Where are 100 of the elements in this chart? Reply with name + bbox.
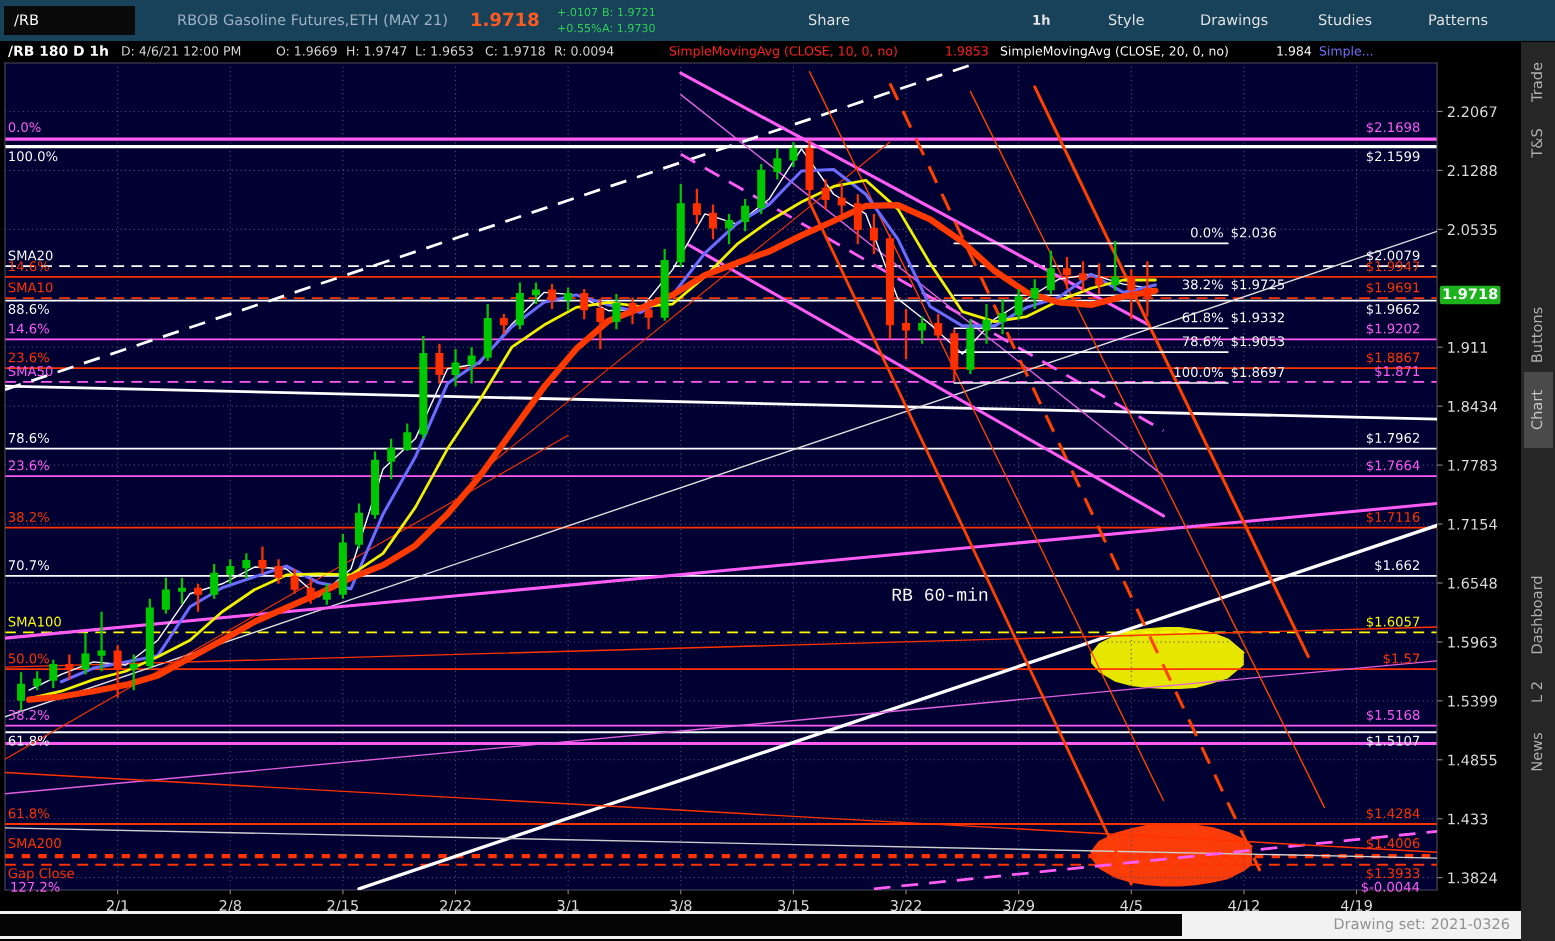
annotation: 127.2% (11, 881, 60, 892)
annotation: $1.9332 (1231, 312, 1284, 325)
y-tick-label: 1.5399 (1448, 695, 1497, 707)
x-tick-label: 4/19 (1340, 899, 1372, 913)
text: News (1531, 733, 1543, 771)
y-tick-label: 1.6548 (1448, 577, 1497, 589)
y-tick-label: 1.7154 (1448, 518, 1497, 530)
ref-line-label: $1.7116 (1366, 511, 1420, 524)
ref-line-label: $1.9691 (1366, 282, 1420, 295)
candlestick (1111, 239, 1120, 292)
text: Drawings (1201, 13, 1268, 29)
text: 1.984 (1277, 46, 1312, 56)
annotation: 0.0% (1191, 227, 1223, 238)
text: L 2 (1531, 682, 1543, 702)
annotation: $-0.0044 (1361, 881, 1420, 894)
text: O: 1.9669 (276, 46, 337, 56)
ref-line-label: $1.9947 (1366, 260, 1420, 273)
text: +0.55% (558, 23, 601, 33)
text: B: 1.9721 (603, 7, 655, 17)
text: 1h (1033, 14, 1050, 25)
x-tick-label: 2/8 (219, 899, 241, 913)
annotation: 78.6% (8, 432, 49, 443)
candlestick (290, 567, 299, 595)
y-tick-label: 1.5963 (1448, 636, 1497, 648)
annotation: 61.8% (1182, 312, 1223, 323)
x-tick-label: 3/1 (557, 899, 579, 913)
text: 1.9718 (472, 12, 539, 27)
text: SimpleMovingAvg (CLOSE, 20, 0, no) (1000, 45, 1228, 59)
ref-line-label: $1.3933 (1366, 867, 1420, 880)
x-tick-label: 4/5 (1120, 900, 1142, 913)
ref-line-label: $1.57 (1383, 653, 1420, 666)
annotation: 38.2% (8, 511, 49, 522)
annotation: SMA20 (8, 250, 53, 261)
candlestick (242, 552, 251, 580)
ref-line-label: $2.1599 (1366, 151, 1420, 164)
text: Trade (1530, 62, 1543, 102)
text: Simple... (1319, 45, 1373, 59)
candlestick (467, 346, 476, 385)
candlestick (1014, 287, 1023, 321)
annotation: $2.036 (1231, 227, 1276, 240)
text: +.0107 (558, 7, 598, 17)
candlestick (1046, 249, 1055, 296)
text: Studies (1318, 13, 1372, 26)
candlestick (354, 502, 363, 550)
text: Drawing set: 2021-0326 (1334, 917, 1510, 933)
y-tick-label: 2.1288 (1447, 165, 1497, 177)
annotation: 100.0% (1174, 367, 1223, 378)
text: Dashboard (1530, 576, 1543, 654)
annotation: 0.0% (8, 122, 41, 133)
text: 1.9718 (1443, 288, 1498, 300)
text: SimpleMovingAvg (CLOSE, 10, 0, no) (669, 45, 897, 59)
candlestick (210, 562, 219, 600)
candlestick (161, 576, 170, 615)
ref-line-label: $1.8867 (1366, 352, 1420, 365)
candlestick (596, 297, 605, 351)
text: Style (1108, 13, 1144, 29)
candlestick (902, 307, 911, 361)
candlestick (274, 558, 283, 585)
ref-line-label: $1.9202 (1366, 323, 1420, 336)
text: H: 1.9747 (347, 46, 407, 56)
candlestick (789, 140, 798, 169)
ref-line-label: $2.0079 (1366, 250, 1420, 263)
x-tick-label: 2/22 (440, 899, 471, 913)
text: /RB (14, 14, 39, 27)
annotation: 88.6% (8, 303, 49, 314)
x-tick-label: 3/8 (670, 899, 692, 913)
y-tick-label: 1.3824 (1448, 872, 1497, 884)
y-tick-label: 1.7783 (1448, 459, 1497, 471)
x-tick-label: 2/15 (327, 899, 358, 913)
y-tick-label: 1.433 (1448, 813, 1488, 825)
candlestick (531, 281, 540, 306)
annotation: 100.0% (9, 151, 58, 162)
text: L: 1.9653 (416, 46, 473, 56)
annotation: RB 60-min (892, 587, 988, 601)
chart-title: /RB 180 D 1h (8, 45, 108, 58)
candlestick (821, 178, 830, 211)
candlestick (49, 658, 58, 690)
x-tick-label: 2/1 (106, 899, 129, 913)
x-tick-label: 3/22 (890, 899, 921, 913)
candlestick (515, 281, 524, 331)
ref-line-label: $1.4284 (1366, 808, 1420, 821)
annotation: SMA200 (8, 838, 61, 849)
candlestick (387, 437, 396, 481)
candlestick (708, 203, 717, 241)
candlestick (306, 577, 315, 605)
ref-line-label: $1.871 (1375, 365, 1420, 378)
candlestick (966, 318, 975, 376)
ref-line-label: $1.7664 (1366, 460, 1420, 473)
candlestick (918, 315, 927, 345)
candlestick (692, 187, 701, 226)
candlestick (97, 610, 106, 673)
candlestick (676, 183, 685, 268)
x-tick-label: 3/15 (778, 899, 809, 913)
candlestick (322, 582, 331, 606)
text: C: 1.9718 (485, 46, 545, 56)
annotation: $1.8697 (1231, 366, 1285, 379)
candlestick (483, 302, 492, 363)
text: A: 1.9730 (602, 23, 655, 33)
ref-line-label: $2.1698 (1366, 121, 1420, 134)
candlestick (403, 422, 412, 452)
